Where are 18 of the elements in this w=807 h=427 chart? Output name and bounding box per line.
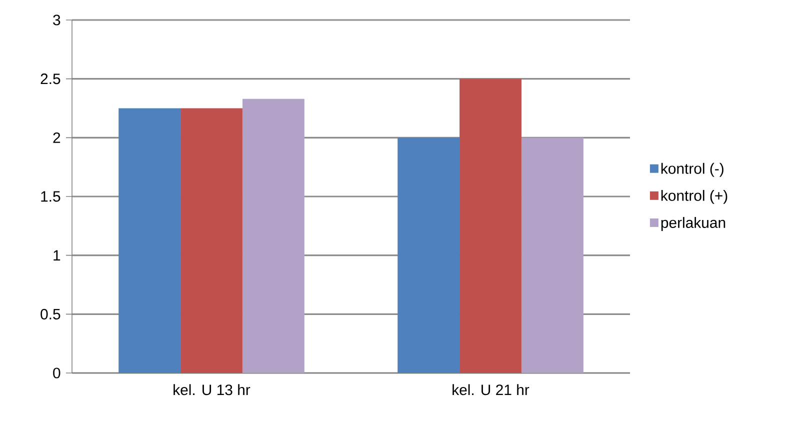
y-tick-label: 2.5 — [40, 74, 60, 84]
y-tick-label: 1.5 — [41, 191, 60, 202]
y-tick-label: 0.5 — [40, 308, 60, 320]
y-tick-label: 1 — [54, 250, 60, 260]
x-tick-label: kel. U 21 hr — [452, 384, 530, 396]
y-tick-label: 2 — [53, 132, 60, 143]
y-tick-label: 0 — [53, 368, 60, 378]
legend-label: perlakuan — [661, 217, 726, 231]
legend-label: kontrol (-) — [661, 162, 724, 177]
bar — [118, 108, 181, 373]
bar — [521, 138, 584, 373]
bar — [180, 108, 242, 373]
bar — [242, 98, 304, 373]
x-tick-label: kel. U 13 hr — [174, 384, 250, 396]
y-tick-label: 3 — [53, 14, 60, 26]
legend-label: kontrol (+) — [661, 190, 728, 204]
bar — [398, 138, 460, 373]
bar — [460, 78, 522, 373]
